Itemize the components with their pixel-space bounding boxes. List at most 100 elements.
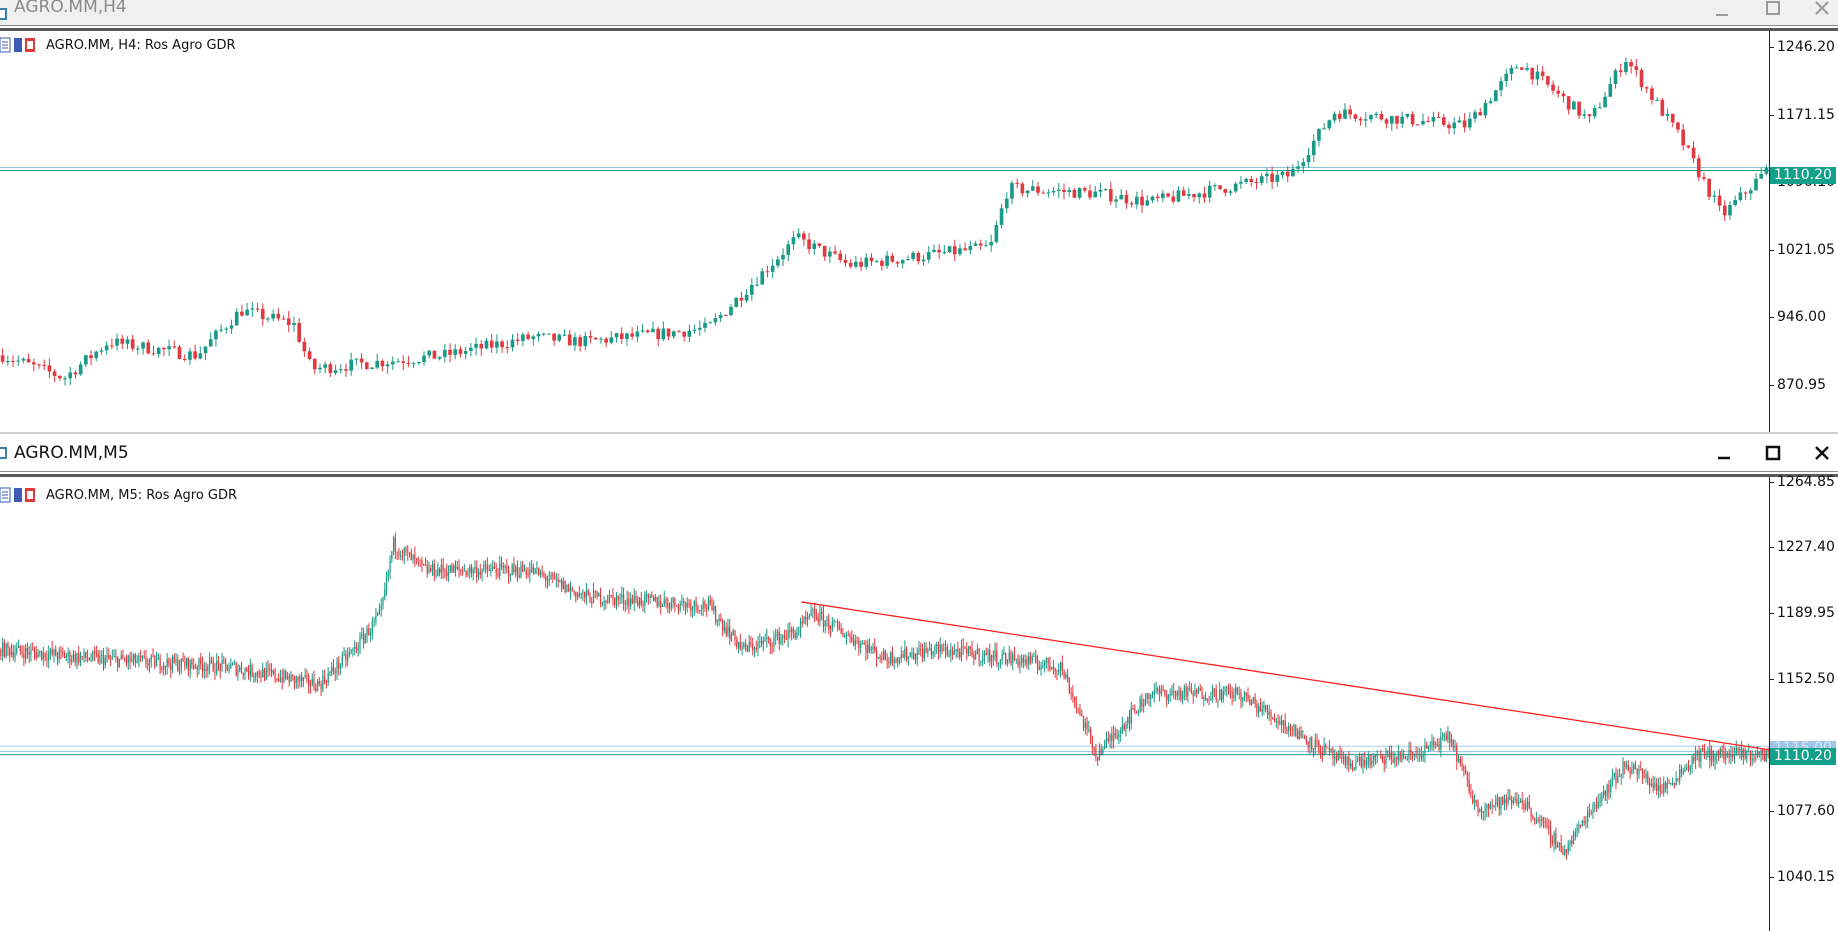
candle-body (286, 676, 289, 679)
candle-body (941, 644, 943, 652)
candle-body (1012, 654, 1014, 664)
minimize-icon[interactable] (1708, 0, 1736, 24)
candle-body (815, 616, 818, 618)
price-tick-label: 1040.15 (1769, 869, 1835, 885)
candle-body (1020, 657, 1023, 662)
candle-body (1098, 189, 1103, 192)
candle-body (553, 575, 556, 579)
candle-body (703, 322, 707, 328)
candle-body (212, 660, 214, 672)
candlestick-chart-m5[interactable] (0, 477, 1769, 931)
candle-body (1265, 173, 1269, 177)
candle-body (1737, 748, 1739, 751)
candle-body (874, 646, 876, 651)
candle-body (26, 359, 31, 363)
candle-body (279, 677, 282, 682)
candle-body (78, 653, 80, 663)
candle-body (300, 676, 303, 682)
candle-body (555, 578, 557, 580)
candle-body (1438, 744, 1440, 750)
candle-body (178, 667, 181, 671)
maximize-icon[interactable] (1759, 439, 1787, 467)
candle-body (741, 646, 743, 649)
candle-body (944, 647, 947, 651)
candle-body (1132, 707, 1134, 710)
candle-body (1518, 801, 1520, 805)
candle-body (507, 567, 510, 577)
candle-body (1137, 711, 1139, 713)
candle-body (828, 618, 830, 629)
candle-body (106, 655, 108, 658)
candle-body (766, 636, 768, 640)
candle-body (502, 565, 504, 568)
close-icon[interactable] (1808, 0, 1836, 22)
candle-body (619, 333, 624, 340)
indicator-list-icon[interactable] (0, 36, 44, 54)
candle-body (1252, 697, 1254, 702)
candle-body (663, 599, 665, 606)
candle-body (1166, 694, 1168, 701)
candle-body (1537, 819, 1539, 822)
candle-body (1514, 67, 1519, 69)
candle-body (1174, 692, 1177, 694)
candle-body (536, 567, 538, 569)
candle-body (884, 651, 887, 660)
maximize-icon[interactable] (1759, 0, 1787, 22)
candle-body (851, 636, 853, 642)
candle-body (1194, 689, 1196, 696)
candle-body (136, 660, 138, 663)
trend-line[interactable] (801, 601, 1769, 751)
candlestick-chart-h4[interactable] (0, 31, 1769, 432)
candle-body (352, 648, 354, 651)
candle-body (934, 645, 936, 652)
candle-body (194, 667, 197, 669)
candle-body (953, 651, 955, 655)
candle-body (890, 255, 895, 262)
price-axis-m5[interactable] (1769, 477, 1838, 931)
candle-body (1125, 723, 1127, 730)
candle-body (209, 659, 211, 667)
candle-body (1036, 186, 1040, 193)
candle-body (697, 327, 702, 330)
candlestick-plot-m5[interactable] (0, 477, 1769, 931)
candle-body (651, 595, 653, 598)
candle-body (281, 677, 283, 682)
indicator-list-icon[interactable] (0, 486, 44, 504)
candle-body (867, 644, 869, 653)
candle-body (55, 649, 57, 657)
candle-body (385, 576, 388, 590)
window-titlebar-h4[interactable]: AGRO.MM,H4 (0, 0, 1838, 26)
candle-body (1059, 663, 1062, 670)
candle-body (802, 233, 806, 240)
candle-body (262, 669, 264, 678)
candle-body (447, 572, 450, 576)
minimize-icon[interactable] (1710, 439, 1738, 467)
candle-body (752, 644, 754, 651)
candle-body (1758, 751, 1760, 755)
candle-body (1178, 690, 1180, 696)
candle-body (769, 639, 772, 646)
candle-body (737, 642, 740, 648)
candle-body (308, 675, 310, 686)
candle-body (1196, 689, 1198, 694)
candle-body (1314, 739, 1316, 750)
candlestick-plot-h4[interactable] (0, 31, 1769, 432)
candle-body (1608, 784, 1610, 793)
candle-body (472, 569, 474, 574)
candle-body (76, 653, 78, 663)
candle-body (755, 647, 757, 650)
candle-body (1491, 804, 1493, 806)
candle-body (607, 601, 609, 603)
close-icon[interactable] (1808, 439, 1836, 467)
candle-body (85, 651, 87, 658)
candle-body (229, 325, 234, 329)
candle-body (180, 658, 182, 668)
candle-body (1385, 755, 1387, 765)
candle-body (1291, 729, 1293, 731)
candle-body (141, 656, 144, 658)
candle-body (1215, 689, 1217, 700)
candle-body (844, 636, 846, 638)
candle-body (1499, 81, 1503, 91)
price-axis-h4[interactable] (1769, 31, 1838, 432)
window-titlebar-m5[interactable]: AGRO.MM,M5 (0, 434, 1838, 472)
